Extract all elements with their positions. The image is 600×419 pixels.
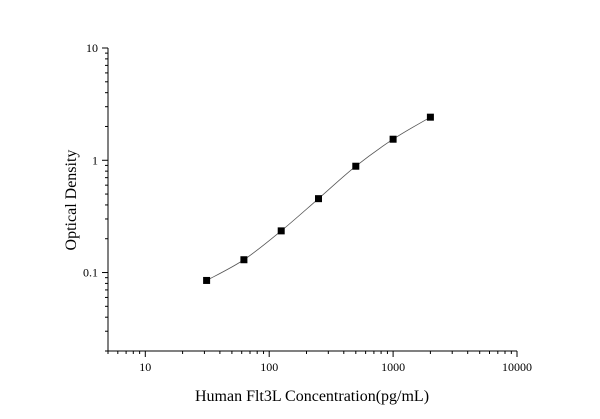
x-axis-title: Human Flt3L Concentration(pg/mL) xyxy=(195,388,429,405)
data-point-marker xyxy=(203,276,211,284)
data-point-marker xyxy=(389,135,397,143)
y-axis-ticks: 0.1 1 10 xyxy=(83,41,108,352)
y-axis-title: Optical Density xyxy=(63,150,80,251)
data-points xyxy=(203,113,434,284)
x-tick-label: 10 xyxy=(139,360,151,374)
y-tick-label: 1 xyxy=(92,153,98,167)
data-point-marker xyxy=(426,113,434,121)
data-point-marker xyxy=(352,162,360,170)
x-tick-label: 1000 xyxy=(381,360,405,374)
data-point-marker xyxy=(315,195,323,203)
x-tick-label: 10000 xyxy=(502,360,532,374)
x-tick-label: 100 xyxy=(260,360,278,374)
y-tick-label: 10 xyxy=(86,41,98,55)
data-point-marker xyxy=(240,256,248,264)
y-tick-label: 0.1 xyxy=(83,266,98,280)
x-axis-ticks: 10 100 1000 10000 xyxy=(107,351,532,374)
chart-axes xyxy=(107,48,517,352)
data-point-marker xyxy=(277,227,285,235)
